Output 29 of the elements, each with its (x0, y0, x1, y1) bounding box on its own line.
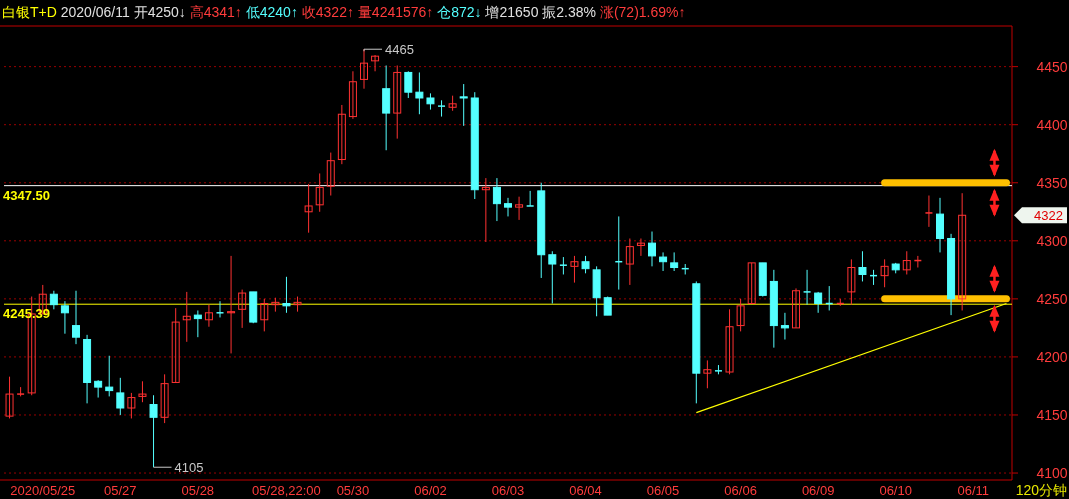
x-tick-label: 06/02 (414, 483, 447, 498)
annotation: 4105 (174, 460, 204, 476)
y-tick-label: 4200 (1036, 348, 1068, 365)
y-tick-label: 4300 (1036, 232, 1068, 249)
x-tick-label: 06/03 (491, 483, 525, 498)
y-tick-label: 4250 (1036, 290, 1068, 307)
x-tick-label: 06/10 (879, 483, 912, 498)
y-tick-label: 4450 (1036, 58, 1068, 75)
x-tick-label: 05/28 (181, 483, 215, 498)
x-tick-label: 2020/05/25 (10, 483, 76, 498)
annotation: 4105 (153, 460, 204, 476)
ref-label: 4347.50 (3, 187, 50, 203)
annotation: 4465 (385, 42, 414, 58)
annotation: 4465 (363, 42, 414, 58)
y-tick-label: 4350 (1036, 174, 1068, 191)
y-tick-label: 4150 (1036, 406, 1068, 423)
x-tick-label: 05/27 (104, 483, 137, 498)
x-tick-label: 06/05 (646, 483, 680, 498)
annotation: 4322 (1014, 207, 1067, 224)
x-tick-label: 06/09 (801, 483, 835, 498)
x-tick-label: 06/11 (957, 483, 990, 498)
x-axis-title: 120分钟 (1015, 482, 1067, 498)
x-tick-label: 05/30 (336, 483, 370, 498)
chart-title: 白银T+D 2020/06/11 开4250↓ 高4341↑ 低4240↑ 收4322↑ 量4241576↑ 仓872↓ 增21650 振2.38% 涨(72)1.69%↑ (2, 4, 686, 20)
x-tick-label: 06/06 (724, 483, 757, 498)
y-tick-label: 4100 (1036, 465, 1068, 482)
y-tick-label: 4400 (1036, 116, 1068, 133)
x-tick-label: 05/28,22:00 (252, 483, 321, 498)
x-tick-label: 06/04 (569, 483, 602, 498)
